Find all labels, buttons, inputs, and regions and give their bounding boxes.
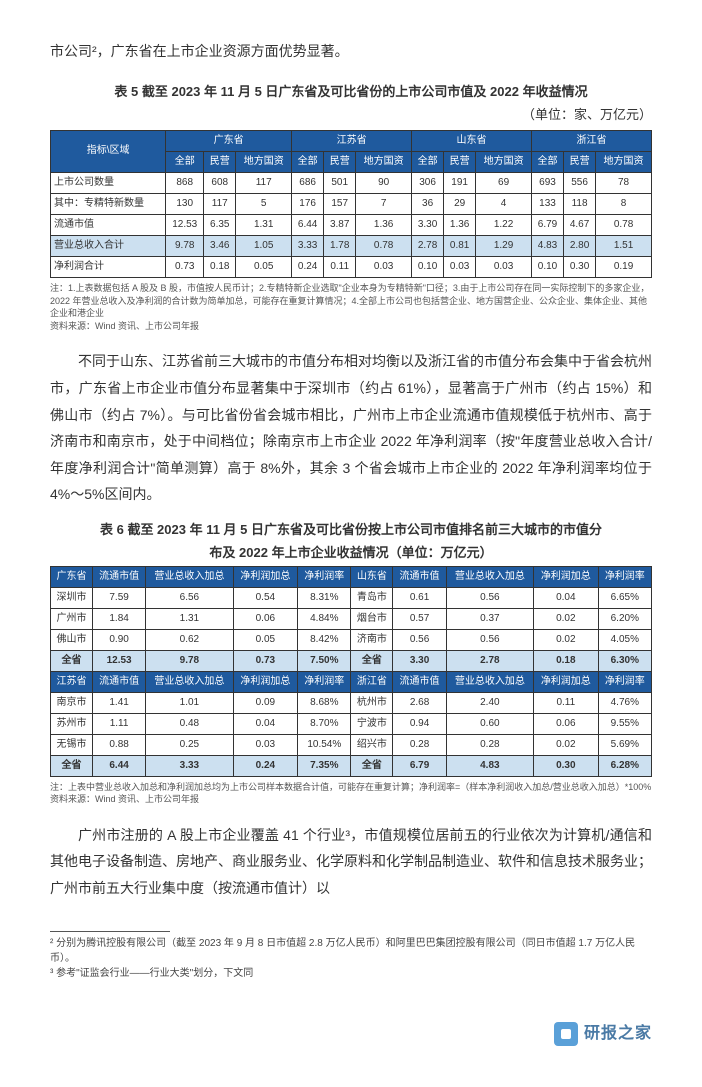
page-footnote-1: ² 分别为腾讯控股有限公司（截至 2023 年 9 月 8 日市值超 2.8 万… xyxy=(50,936,652,966)
logo-block: 研报之家 xyxy=(50,1021,652,1047)
logo-text: 研报之家 xyxy=(584,1021,652,1047)
table5-footnote: 注：1.上表数据包括 A 股及 B 股，市值按人民币计；2.专精特新企业选取"企… xyxy=(50,282,652,332)
paragraph-1: 不同于山东、江苏省前三大城市的市值分布相对均衡以及浙江省的市值分布会集中于省会杭… xyxy=(50,348,652,508)
intro-text: 市公司²，广东省在上市企业资源方面优势显著。 xyxy=(50,40,652,62)
table5-unit: （单位：家、万亿元） xyxy=(50,105,652,126)
table5: 指标\区域 广东省 江苏省 山东省 浙江省 全部民营地方国资全部民营地方国资全部… xyxy=(50,130,652,278)
indicator-header: 指标\区域 xyxy=(51,130,166,172)
table6: 广东省流通市值营业总收入加总净利润加总净利润率山东省流通市值营业总收入加总净利润… xyxy=(50,566,652,777)
logo-icon xyxy=(554,1022,578,1046)
table5-title: 表 5 截至 2023 年 11 月 5 日广东省及可比省份的上市公司市值及 2… xyxy=(50,82,652,103)
table6-title2: 布及 2022 年上市企业收益情况（单位：万亿元） xyxy=(50,543,652,564)
page-footnote-2: ³ 参考"证监会行业——行业大类"划分，下文同 xyxy=(50,966,652,981)
table6-footnote: 注：上表中营业总收入加总和净利润加总均为上市公司样本数据合计值，可能存在重复计算… xyxy=(50,781,652,806)
table6-title1: 表 6 截至 2023 年 11 月 5 日广东省及可比省份按上市公司市值排名前… xyxy=(50,520,652,541)
footnote-separator xyxy=(50,931,170,932)
paragraph-2: 广州市注册的 A 股上市企业覆盖 41 个行业³，市值规模位居前五的行业依次为计… xyxy=(50,822,652,902)
